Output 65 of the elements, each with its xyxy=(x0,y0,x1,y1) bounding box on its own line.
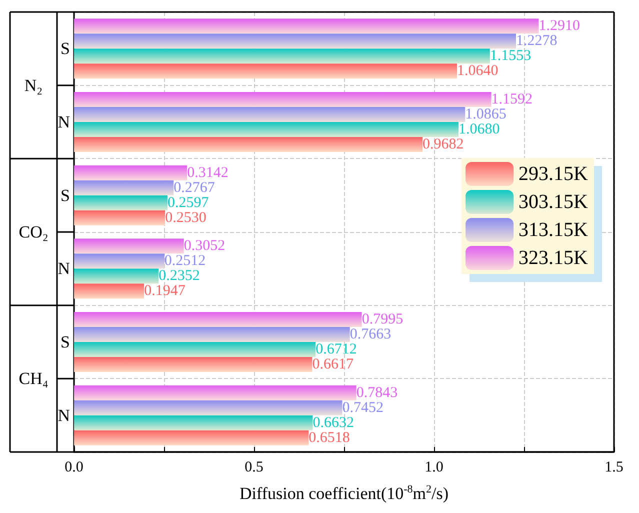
bar xyxy=(74,238,184,254)
data-label: 1.1592 xyxy=(491,92,533,108)
y-tick-label: N xyxy=(58,112,70,132)
bar xyxy=(74,284,144,299)
bar xyxy=(74,385,356,400)
data-label: 1.0865 xyxy=(465,106,506,122)
bar xyxy=(74,312,362,327)
data-label: 0.7995 xyxy=(362,312,404,328)
bar xyxy=(74,34,516,49)
bar xyxy=(74,107,466,122)
data-label: 0.7843 xyxy=(356,384,398,401)
legend-label: 313.15K xyxy=(518,219,589,241)
data-label: 0.3052 xyxy=(184,238,226,254)
x-tick-label: 0.5 xyxy=(244,460,264,476)
bar xyxy=(74,430,309,446)
data-label: 0.6518 xyxy=(308,430,350,446)
data-label: 1.1553 xyxy=(490,48,532,64)
text: CH₄ xyxy=(18,369,48,388)
bar xyxy=(74,210,166,226)
legend-label: 303.15K xyxy=(518,191,589,213)
bar xyxy=(74,165,188,180)
bar xyxy=(74,180,174,196)
data-label: 1.0680 xyxy=(458,122,500,138)
data-label: 0.6632 xyxy=(312,414,354,431)
bar xyxy=(74,18,539,34)
bar xyxy=(74,254,164,269)
data-label: 0.2530 xyxy=(165,210,206,226)
text: CO₂ xyxy=(18,222,48,242)
x-tick-label: 1.0 xyxy=(424,460,444,476)
data-label: 0.7452 xyxy=(342,400,384,416)
bar xyxy=(74,48,490,64)
data-label: 0.2597 xyxy=(167,194,210,211)
data-label: 1.0640 xyxy=(457,63,498,80)
bar xyxy=(74,92,492,107)
bar xyxy=(74,327,350,342)
data-label: 0.7663 xyxy=(350,326,392,342)
bar xyxy=(74,122,458,137)
bar xyxy=(74,357,312,372)
data-label: 0.2512 xyxy=(164,253,206,270)
bar xyxy=(74,137,423,152)
x-tick-label: 1.5 xyxy=(604,460,624,476)
bar xyxy=(74,400,342,416)
legend-label: 293.15K xyxy=(518,163,589,185)
data-label: 0.6712 xyxy=(316,342,357,358)
y-tick-label: S xyxy=(60,332,70,352)
y-tick-label: S xyxy=(60,186,70,205)
data-label: 0.2352 xyxy=(158,268,200,284)
data-label: 1.2278 xyxy=(516,33,558,50)
bar xyxy=(74,342,316,357)
x-tick-label: 0.0 xyxy=(64,460,84,476)
y-tick-label: S xyxy=(60,39,70,58)
legend-label: 323.15K xyxy=(518,247,589,269)
bar xyxy=(74,195,168,210)
data-label: 0.3142 xyxy=(187,164,228,181)
bar xyxy=(74,268,159,284)
data-label: 0.6617 xyxy=(312,356,354,372)
data-label: 1.2910 xyxy=(538,18,580,34)
data-label: 0.2767 xyxy=(174,180,216,196)
y-tick-label: N xyxy=(58,406,70,425)
y-tick-label: N xyxy=(58,259,70,278)
bar xyxy=(74,415,313,430)
data-label: 0.9682 xyxy=(422,136,464,152)
data-label: 0.1947 xyxy=(144,283,186,300)
text: N₂ xyxy=(24,76,43,95)
bar xyxy=(74,64,458,79)
